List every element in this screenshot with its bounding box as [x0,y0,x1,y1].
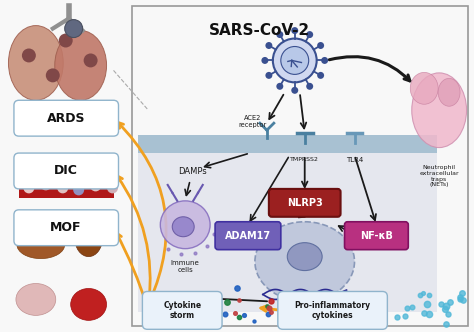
FancyBboxPatch shape [19,178,113,198]
Ellipse shape [17,231,65,259]
Circle shape [22,48,36,62]
FancyBboxPatch shape [269,189,340,217]
Text: ARDS: ARDS [46,112,85,125]
Ellipse shape [412,73,466,148]
Circle shape [83,53,98,67]
Circle shape [65,20,82,38]
Circle shape [40,179,51,190]
Ellipse shape [9,26,63,100]
Text: TMPRSS2: TMPRSS2 [290,157,319,162]
Text: Neutrophil
extracellular
traps
(NETs): Neutrophil extracellular traps (NETs) [419,165,459,187]
Ellipse shape [75,219,102,257]
Text: TLR4: TLR4 [346,157,363,163]
Ellipse shape [16,284,56,315]
Circle shape [265,42,273,49]
FancyBboxPatch shape [278,291,387,329]
FancyBboxPatch shape [345,222,408,250]
Text: NLRP3: NLRP3 [287,198,323,208]
Circle shape [273,39,317,82]
Ellipse shape [172,217,194,237]
Circle shape [321,57,328,64]
Circle shape [306,31,313,38]
Ellipse shape [287,243,322,271]
FancyBboxPatch shape [142,291,222,329]
Text: NF-κB: NF-κB [360,231,393,241]
Ellipse shape [255,222,355,301]
Ellipse shape [160,201,210,249]
FancyBboxPatch shape [132,6,468,326]
Ellipse shape [71,289,107,320]
Text: SARS-CoV-2: SARS-CoV-2 [210,23,310,38]
Text: ADAM17: ADAM17 [225,231,271,241]
Ellipse shape [438,78,460,106]
FancyBboxPatch shape [14,210,118,246]
Text: MOF: MOF [50,221,82,234]
Text: Pro-inflammatory
cytokines: Pro-inflammatory cytokines [294,301,371,320]
Circle shape [317,72,324,79]
Circle shape [59,34,73,47]
FancyBboxPatch shape [14,100,118,136]
Circle shape [281,46,309,74]
FancyBboxPatch shape [14,153,118,189]
FancyBboxPatch shape [215,222,281,250]
Circle shape [291,87,298,94]
Circle shape [90,180,101,191]
Circle shape [57,182,68,193]
Text: ACE2
receptor: ACE2 receptor [239,115,267,128]
FancyBboxPatch shape [138,153,437,312]
Circle shape [107,182,118,193]
Text: DIC: DIC [54,164,78,178]
Circle shape [46,68,60,82]
Ellipse shape [55,31,107,100]
Circle shape [317,42,324,49]
FancyBboxPatch shape [138,135,437,153]
Circle shape [276,83,283,90]
Text: DAMPs: DAMPs [178,167,207,177]
Circle shape [291,27,298,34]
Text: Immune
cells: Immune cells [171,260,200,273]
Text: Cytokine
storm: Cytokine storm [163,301,201,320]
Circle shape [23,182,34,193]
Ellipse shape [410,72,438,104]
Circle shape [276,31,283,38]
Circle shape [306,83,313,90]
Circle shape [261,57,268,64]
Circle shape [73,184,84,195]
Circle shape [265,72,273,79]
